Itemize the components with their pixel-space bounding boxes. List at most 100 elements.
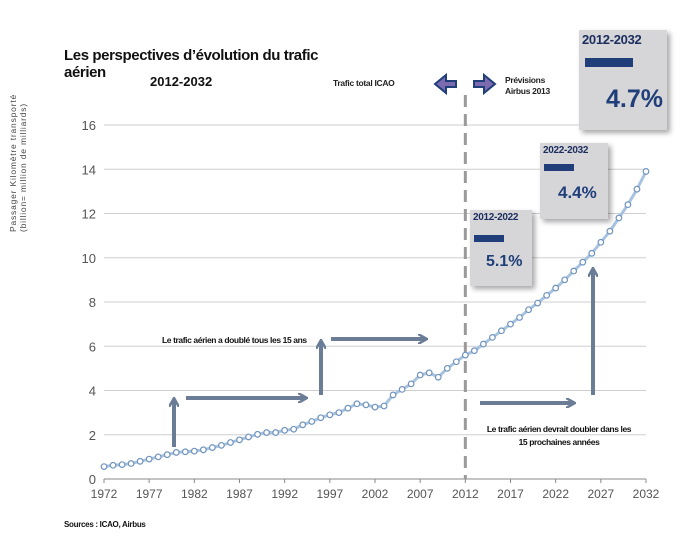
data-point bbox=[299, 421, 307, 429]
data-point bbox=[434, 373, 442, 381]
data-point bbox=[461, 351, 469, 359]
forecast-arrow bbox=[473, 72, 497, 96]
growth-box-period: 2022-2032 bbox=[543, 145, 589, 156]
x-tick-label: 1992 bbox=[271, 487, 298, 501]
data-point bbox=[416, 371, 424, 379]
data-point bbox=[597, 238, 605, 246]
x-tick-label: 2012 bbox=[452, 487, 479, 501]
y-tick-label: 4 bbox=[89, 384, 96, 399]
x-tick-label: 1982 bbox=[181, 487, 208, 501]
data-point bbox=[290, 425, 298, 433]
forecast-label-line2: Airbus 2013 bbox=[505, 86, 550, 96]
growth-box-bar bbox=[474, 235, 504, 242]
doubled-past-label: Le trafic aérien a doublé tous les 15 an… bbox=[162, 335, 307, 345]
growth-box-bar bbox=[544, 164, 574, 171]
y-tick-label: 6 bbox=[89, 339, 96, 354]
y-tick-label: 0 bbox=[89, 472, 96, 487]
growth-box-period: 2012-2022 bbox=[473, 212, 519, 223]
x-tick-label: 1972 bbox=[91, 487, 118, 501]
double-future-label-line2: 15 prochaines années bbox=[518, 437, 600, 447]
data-point bbox=[452, 358, 460, 366]
data-point bbox=[263, 429, 271, 436]
data-point bbox=[236, 436, 243, 444]
data-point bbox=[615, 214, 623, 222]
data-point bbox=[163, 451, 171, 459]
data-point bbox=[326, 411, 334, 419]
data-point bbox=[380, 402, 388, 410]
x-tick-label: 2022 bbox=[542, 487, 569, 501]
data-point bbox=[353, 400, 361, 408]
y-tick-label: 2 bbox=[89, 428, 96, 443]
data-point bbox=[443, 364, 451, 372]
growth-box-period: 2012-2032 bbox=[582, 32, 642, 47]
data-point bbox=[100, 463, 108, 471]
historical-arrow bbox=[433, 72, 457, 96]
data-point bbox=[407, 380, 415, 388]
traffic-series bbox=[100, 168, 650, 471]
data-point bbox=[308, 418, 316, 425]
double-future-label: Le trafic aérien devrait doubler dans le… bbox=[484, 423, 634, 449]
x-tick-label: 1977 bbox=[136, 487, 163, 501]
data-point bbox=[172, 449, 180, 456]
x-tick-label: 2017 bbox=[497, 487, 524, 501]
chart-title: Les perspectives d’évolution du trafic a… bbox=[64, 47, 319, 81]
chart-subtitle: 2012-2032 bbox=[150, 74, 213, 89]
historical-label: Trafic total ICAO bbox=[333, 78, 395, 88]
data-point bbox=[588, 249, 596, 257]
x-tick-label: 1997 bbox=[316, 487, 343, 501]
growth-box-2012-2022: 2012-2022 5.1% bbox=[470, 210, 532, 286]
data-point bbox=[190, 447, 198, 455]
x-tick-label: 2007 bbox=[407, 487, 434, 501]
source-note: Sources : ICAO, Airbus bbox=[64, 520, 146, 529]
x-tick-label: 1987 bbox=[226, 487, 253, 501]
data-point bbox=[570, 267, 578, 275]
data-point bbox=[344, 404, 352, 412]
growth-box-2022-2032: 2022-2032 4.4% bbox=[540, 143, 608, 219]
data-point bbox=[109, 461, 117, 469]
forecast-label-line1: Prévisions bbox=[505, 75, 545, 85]
growth-box-bar bbox=[585, 58, 633, 67]
data-point bbox=[371, 403, 379, 411]
data-point bbox=[552, 284, 560, 292]
data-point bbox=[516, 314, 523, 321]
data-point bbox=[633, 185, 641, 193]
data-point bbox=[543, 291, 551, 299]
data-point bbox=[525, 306, 532, 314]
data-point bbox=[398, 385, 406, 393]
y-tick-labels: 0 2 4 6 8 10 12 14 16 bbox=[82, 118, 96, 487]
annotation-arrows bbox=[174, 270, 593, 447]
x-tick-label: 2032 bbox=[633, 487, 660, 501]
data-point bbox=[579, 258, 587, 266]
data-point bbox=[335, 409, 343, 417]
data-point bbox=[561, 276, 569, 284]
data-point bbox=[317, 414, 325, 422]
data-point bbox=[498, 327, 505, 335]
data-point bbox=[642, 168, 650, 175]
y-tick-label: 14 bbox=[82, 162, 96, 177]
data-point bbox=[425, 369, 433, 377]
data-point bbox=[254, 430, 261, 438]
data-point bbox=[624, 201, 632, 209]
data-point bbox=[606, 227, 614, 235]
data-point bbox=[245, 433, 252, 441]
data-point bbox=[118, 461, 126, 469]
x-tick-label: 2002 bbox=[362, 487, 389, 501]
y-tick-label: 12 bbox=[82, 207, 96, 222]
data-point bbox=[154, 453, 162, 461]
growth-box-rate: 4.7% bbox=[606, 85, 663, 113]
forecast-label: Prévisions Airbus 2013 bbox=[505, 75, 565, 97]
y-tick-label: 10 bbox=[82, 251, 96, 266]
double-future-label-line1: Le trafic aérien devrait doubler dans le… bbox=[486, 424, 632, 434]
data-point bbox=[389, 391, 397, 399]
y-tick-label: 16 bbox=[82, 118, 96, 133]
growth-box-rate: 5.1% bbox=[486, 253, 523, 270]
data-point bbox=[145, 455, 153, 463]
growth-box-2012-2032: 2012-2032 4.7% bbox=[579, 30, 667, 130]
data-point bbox=[480, 340, 487, 348]
data-point bbox=[489, 334, 496, 341]
data-point bbox=[534, 299, 541, 307]
x-tick-label: 2027 bbox=[587, 487, 614, 501]
data-point bbox=[227, 439, 234, 446]
data-point bbox=[127, 460, 135, 467]
growth-box-rate: 4.4% bbox=[558, 183, 597, 202]
